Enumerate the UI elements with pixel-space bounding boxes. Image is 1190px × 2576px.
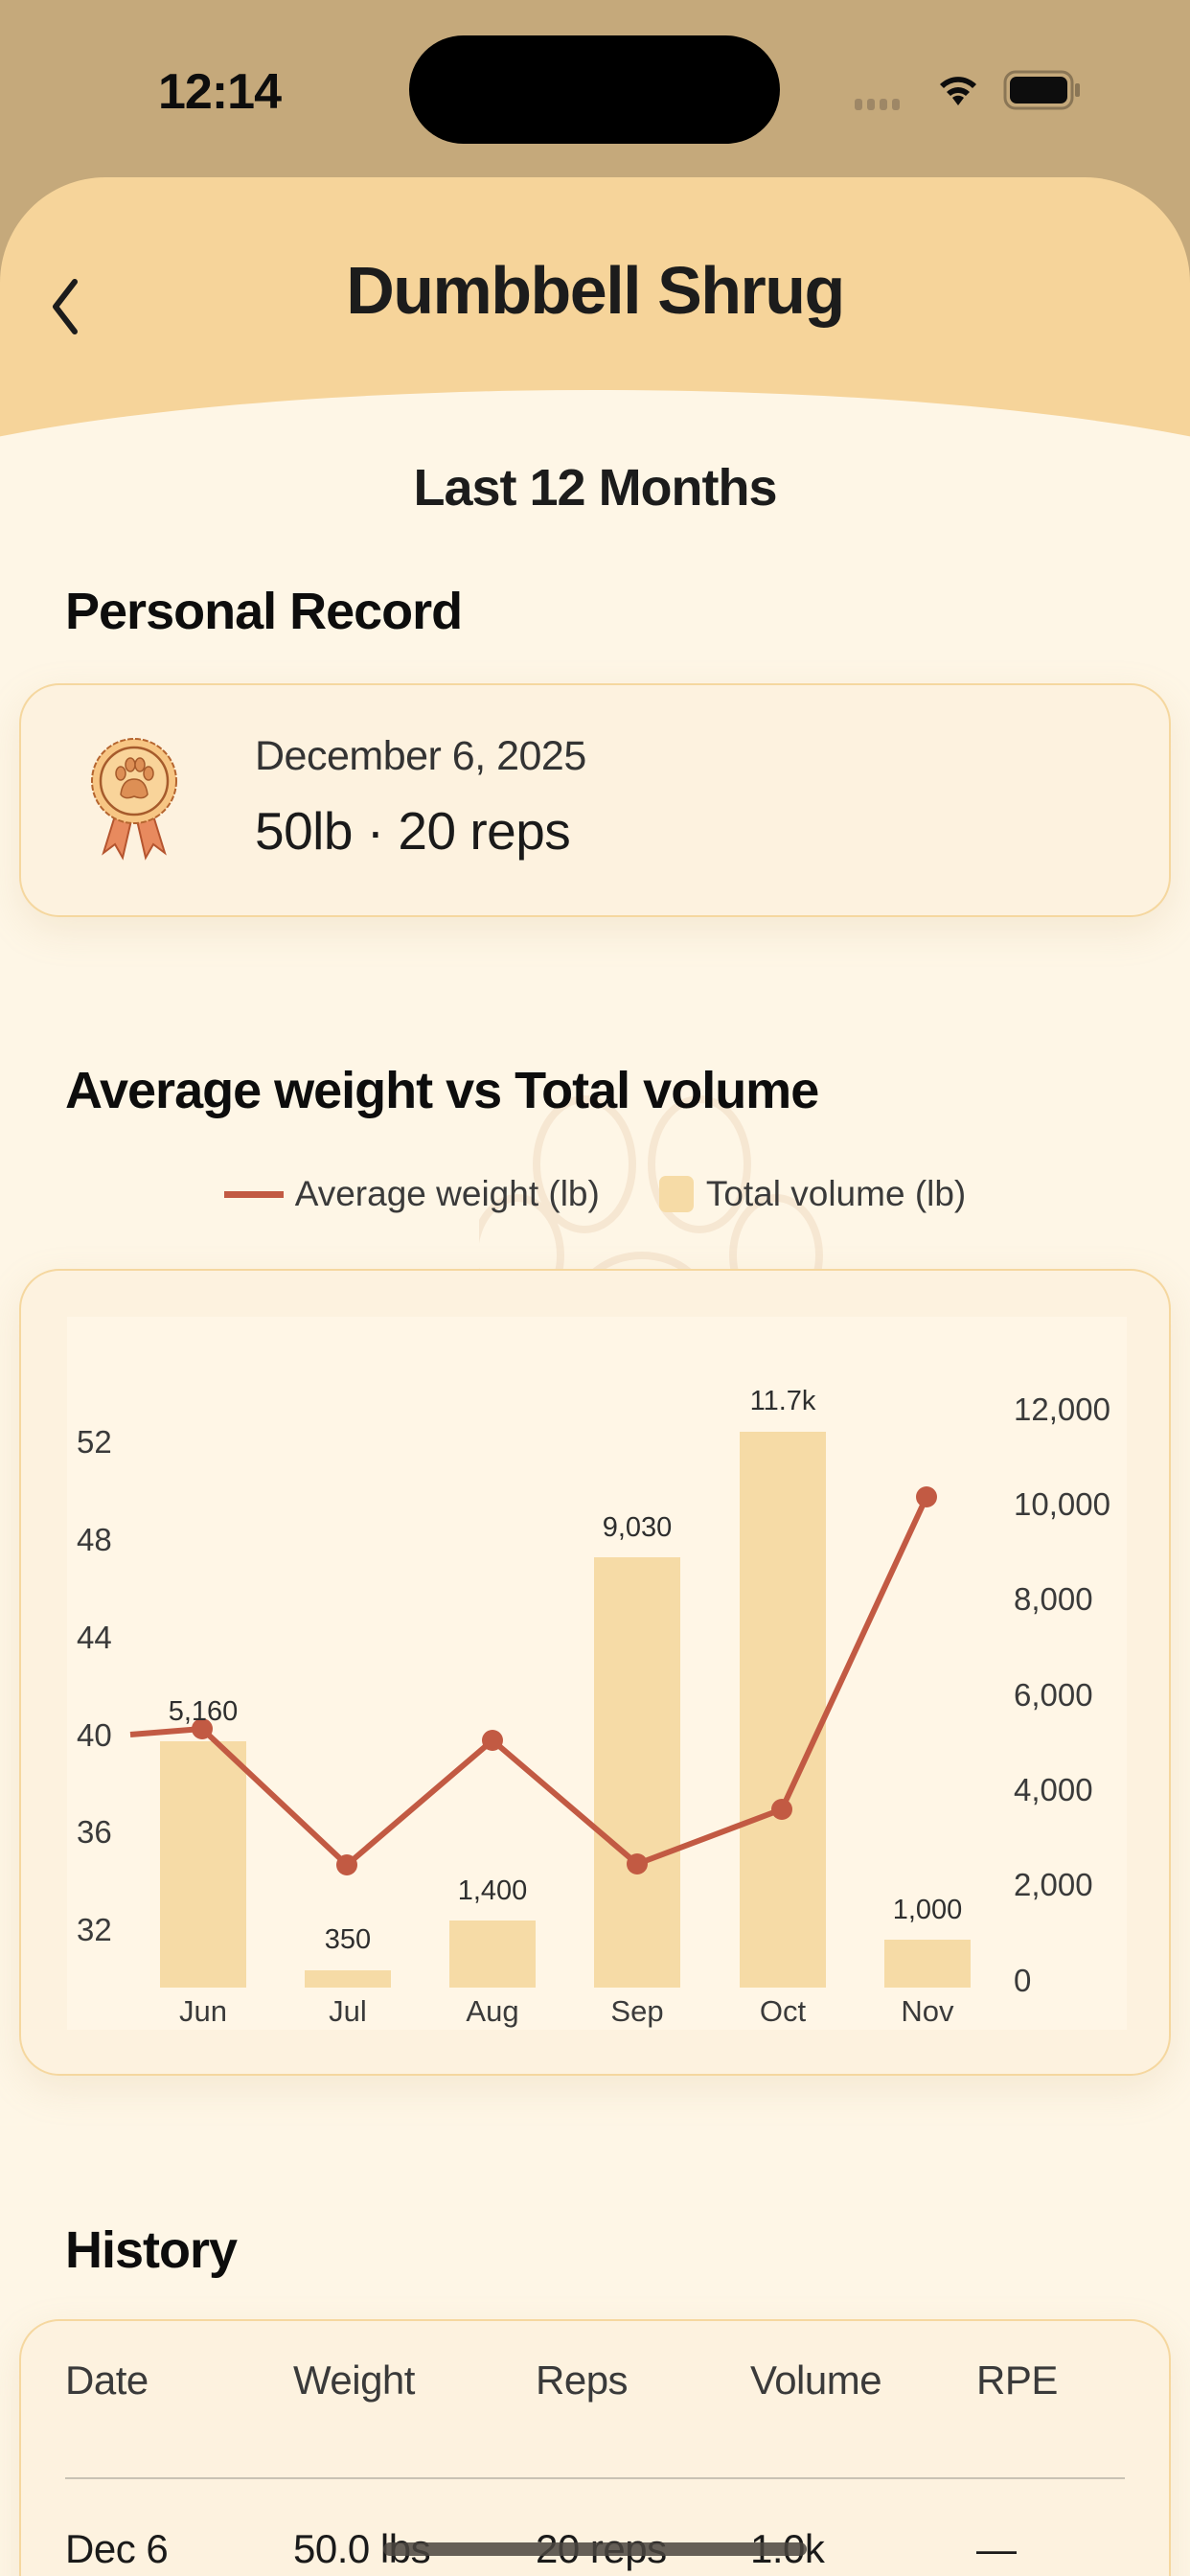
legend-bar-swatch [658, 1176, 694, 1212]
column-header-date[interactable]: Date [65, 2358, 149, 2403]
x-axis-label: Jul [329, 1994, 367, 2028]
cell-date: Dec 6 [65, 2526, 169, 2571]
home-indicator[interactable] [383, 2542, 807, 2556]
x-axis-label: Nov [901, 1994, 954, 2028]
personal-record-heading: Personal Record [65, 583, 463, 640]
bar-value-label: 350 [324, 1924, 372, 1955]
legend-line-swatch [223, 1190, 284, 1198]
right-axis-tick: 12,000 [1014, 1392, 1110, 1427]
pr-value: 50lb · 20 reps [255, 801, 571, 861]
bar-value-label: 5,160 [168, 1696, 239, 1727]
right-axis-tick: 2,000 [1014, 1867, 1093, 1902]
paw-watermark-icon [479, 1095, 823, 1284]
x-axis-label: Sep [610, 1994, 664, 2028]
right-axis-tick: 8,000 [1014, 1581, 1093, 1617]
column-header-rpe[interactable]: RPE [976, 2358, 1058, 2403]
right-axis-tick: 6,000 [1014, 1677, 1093, 1713]
legend-line-label: Average weight (lb) [294, 1174, 600, 1213]
chart-card [19, 1269, 1171, 2076]
right-axis-tick: 10,000 [1014, 1486, 1110, 1522]
pr-date: December 6, 2025 [255, 733, 586, 779]
status-time: 12:14 [158, 64, 282, 120]
left-axis-tick: 32 [77, 1912, 112, 1947]
table-divider [65, 2477, 1125, 2479]
legend-bar-label: Total volume (lb) [705, 1174, 967, 1213]
paw-medal-icon [91, 738, 177, 861]
chart-heading: Average weight vs Total volume [65, 1062, 819, 1119]
history-table-card [19, 2319, 1171, 2576]
dynamic-island [409, 35, 780, 144]
chart-legend: Average weight (lb) Total volume (lb) [0, 1174, 1190, 1214]
wifi-icon [940, 77, 976, 105]
left-axis-tick: 52 [77, 1424, 112, 1460]
cell-rpe: — [976, 2526, 1017, 2571]
left-axis-tick: 44 [77, 1620, 112, 1655]
back-button[interactable] [46, 268, 94, 345]
battery-icon [1003, 70, 1080, 110]
range-label: Last 12 Months [413, 459, 777, 517]
chevron-left-icon [53, 279, 78, 334]
personal-record-card: December 6, 2025 50lb · 20 reps [19, 683, 1171, 917]
column-header-weight[interactable]: Weight [293, 2358, 415, 2403]
right-axis-tick: 4,000 [1014, 1772, 1093, 1807]
left-axis-tick: 48 [77, 1522, 112, 1557]
x-axis-label: Aug [466, 1994, 519, 2028]
x-axis-label: Jun [179, 1994, 227, 2028]
signal-dots-icon [855, 99, 900, 110]
status-bar: 12:14 [0, 0, 1190, 172]
x-axis-label: Oct [759, 1994, 807, 2028]
bar-value-label: 9,030 [602, 1512, 673, 1543]
history-heading: History [65, 2221, 238, 2279]
right-axis-tick: 0 [1014, 1963, 1032, 1998]
column-header-volume[interactable]: Volume [750, 2358, 882, 2403]
page-title: Dumbbell Shrug [346, 253, 845, 328]
column-header-reps[interactable]: Reps [536, 2358, 629, 2403]
left-axis-tick: 40 [77, 1717, 112, 1753]
left-axis-tick: 36 [77, 1814, 112, 1850]
bar-value-label: 11.7k [749, 1386, 816, 1416]
bar-value-label: 1,400 [457, 1875, 528, 1906]
bar-value-label: 1,000 [892, 1895, 963, 1925]
